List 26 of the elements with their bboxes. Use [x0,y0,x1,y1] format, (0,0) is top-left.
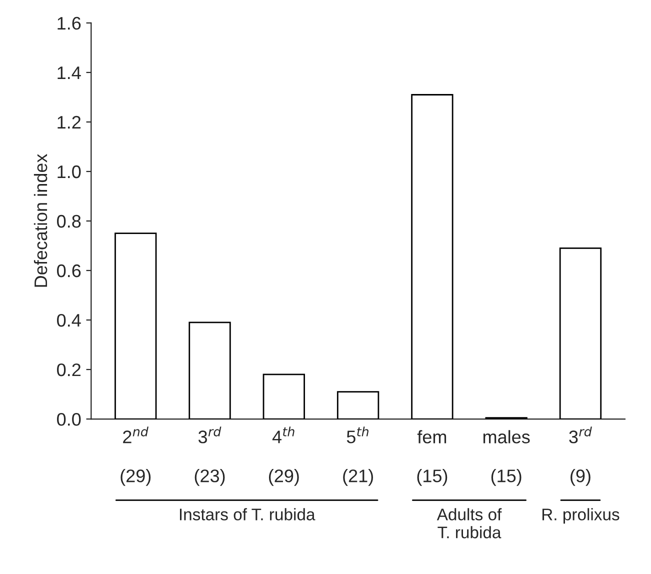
category-label: males (15) [483,430,530,486]
category-label: fem (15) [417,430,448,486]
y-tick-label: 0.0 [57,412,81,426]
bar [336,391,380,420]
category-label: 4$^{th}$ (29) [268,426,299,486]
category-label: 3$^{rd}$ (9) [569,426,592,486]
category-label: 3$^{rd}$ (23) [194,426,225,486]
y-tick-label: 0.6 [57,264,81,278]
bar [559,248,602,420]
y-axis-title: Defecation index [34,154,48,287]
y-tick-label: 0.2 [57,363,81,376]
y-tick-label: 1.4 [58,66,81,80]
y-tick-label: 1.0 [58,165,81,178]
category-label: 2$^{nd}$ (29) [120,426,151,486]
y-tick-label: 0.8 [57,214,81,228]
y-tick-label: 0.4 [57,314,81,327]
bar [188,322,231,420]
y-tick-label: 1.6 [58,16,81,30]
bar [411,94,454,420]
category-label: 5$^{th}$ (21) [343,426,373,486]
text: Instars of T. rubida [180,508,316,520]
y-tick-label: 1.2 [58,116,81,129]
text: R. prolixus [542,508,620,524]
text: Adults of T. rubida [436,508,502,538]
bar [114,232,157,420]
bar [262,374,305,420]
